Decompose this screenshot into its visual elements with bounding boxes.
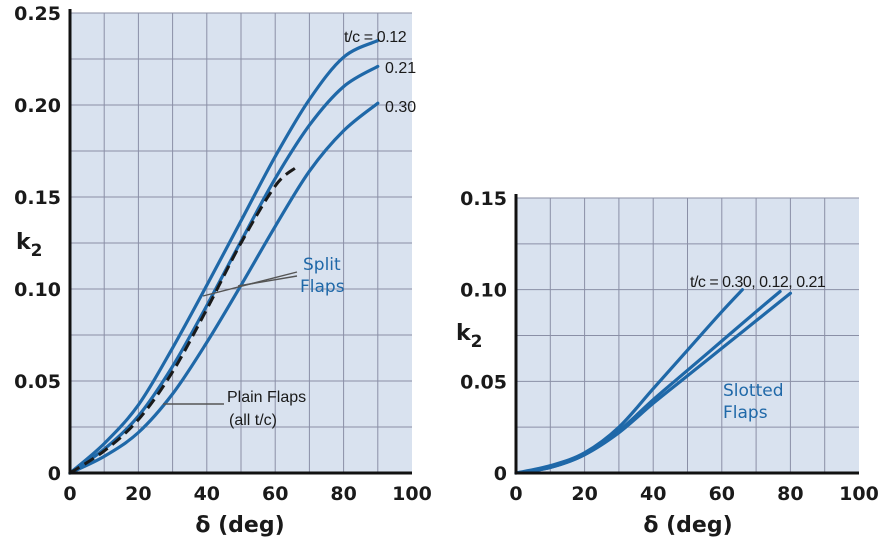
left-y-tick-label: 0.05 — [14, 371, 61, 393]
slotted-flaps-label-line1: Slotted — [723, 381, 784, 401]
right-chart: 0 0.05 0.10 0.15 0 20 40 60 80 100 k2 δ (deg) t/… — [456, 188, 879, 538]
right-x-tick-label: 80 — [777, 483, 803, 505]
left-y-axis-title: k2 — [16, 230, 42, 261]
right-x-tick-label: 0 — [509, 483, 522, 505]
right-y-axis-title: k2 — [456, 321, 482, 352]
left-x-tick-label: 80 — [330, 483, 356, 505]
right-series-021-line — [514, 291, 792, 475]
left-chart: 0 0.05 0.10 0.15 0.20 0.25 0 20 40 60 80 100 k2 δ … — [14, 3, 432, 538]
right-curves — [514, 288, 792, 475]
right-x-tick-label: 100 — [839, 483, 879, 505]
right-y-tick-label: 0 — [494, 463, 507, 485]
right-series-030-line — [514, 288, 744, 475]
right-x-tick-label: 40 — [640, 483, 666, 505]
left-y-tick-label: 0.10 — [14, 279, 61, 301]
right-y-ticks: 0 0.05 0.10 0.15 — [460, 188, 507, 485]
left-series-030-line — [68, 101, 380, 475]
tc-021-label: 0.21 — [385, 60, 416, 77]
left-curves — [68, 39, 380, 475]
tc-012-label: t/c = 0.12 — [344, 29, 407, 46]
left-y-tick-label: 0.25 — [14, 3, 61, 25]
plain-flaps-label-line2: (all t/c) — [229, 412, 277, 429]
left-x-tick-label: 20 — [125, 483, 151, 505]
left-x-axis-title: δ (deg) — [195, 513, 284, 538]
split-flaps-label-line1: Split — [303, 255, 341, 275]
right-x-axis-title: δ (deg) — [643, 513, 732, 538]
left-axes — [68, 9, 412, 475]
tc-slotted-label: t/c = 0.30, 0.12, 0.21 — [690, 274, 826, 291]
left-x-tick-label: 40 — [194, 483, 220, 505]
left-grid — [70, 12, 412, 473]
left-y-tick-label: 0.20 — [14, 95, 61, 117]
left-x-tick-label: 100 — [392, 483, 432, 505]
right-y-tick-label: 0.15 — [460, 188, 507, 210]
right-x-tick-label: 20 — [571, 483, 597, 505]
slotted-flaps-label-line2: Flaps — [723, 403, 768, 423]
right-y-tick-label: 0.05 — [460, 371, 507, 393]
left-y-tick-label: 0.15 — [14, 187, 61, 209]
right-x-tick-label: 60 — [709, 483, 735, 505]
left-x-tick-label: 0 — [63, 483, 76, 505]
plain-flaps-label-line1: Plain Flaps — [227, 389, 306, 406]
left-series-012-line — [68, 39, 380, 475]
left-x-tick-label: 60 — [262, 483, 288, 505]
split-leader-lower — [237, 275, 298, 287]
left-y-tick-label: 0 — [48, 463, 61, 485]
left-series-plain-flaps-line — [69, 166, 297, 475]
left-x-ticks: 0 20 40 60 80 100 — [63, 483, 431, 505]
right-axes — [514, 194, 859, 475]
left-y-ticks: 0 0.05 0.10 0.15 0.20 0.25 — [14, 3, 61, 485]
right-y-tick-label: 0.10 — [460, 280, 507, 302]
right-grid — [516, 197, 859, 473]
right-x-ticks: 0 20 40 60 80 100 — [509, 483, 878, 505]
tc-030-label: 0.30 — [385, 99, 416, 116]
split-flaps-label-line2: Flaps — [300, 277, 345, 297]
